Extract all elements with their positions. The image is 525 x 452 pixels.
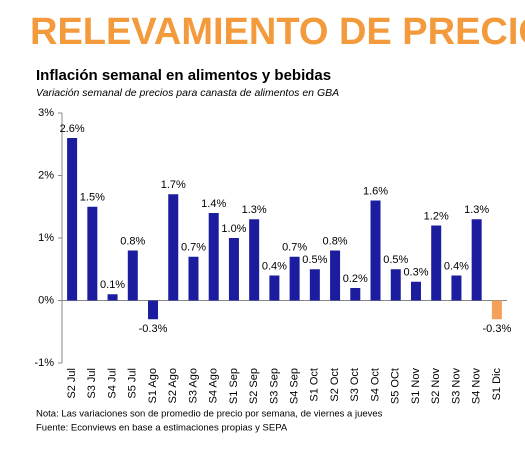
bar	[390, 269, 401, 301]
x-tick-label: S3 Jul	[86, 368, 98, 399]
value-label: 1.2%	[424, 210, 449, 222]
value-label: -0.3%	[139, 323, 168, 335]
x-tick-label: S5 OCt	[390, 368, 402, 404]
y-tick-label: 0%	[38, 294, 54, 306]
value-label: 1.3%	[242, 204, 267, 216]
value-label: 0.4%	[262, 260, 287, 272]
x-tick-label: S4 Sep	[289, 368, 301, 404]
x-tick-label: S3 Sep	[268, 368, 280, 404]
x-tick-label: S1 Nov	[410, 368, 422, 405]
y-tick-label: 1%	[38, 232, 54, 244]
bar	[491, 300, 502, 320]
x-tick-label: S4 Oct	[369, 368, 381, 402]
bar	[289, 256, 300, 301]
chart-subtitle: Variación semanal de precios para canast…	[36, 87, 339, 99]
value-label: 0.2%	[343, 273, 368, 285]
x-tick-label: S1 Ago	[147, 368, 159, 403]
value-label: 0.5%	[302, 254, 327, 266]
bar	[350, 288, 361, 301]
value-label: 1.5%	[80, 192, 105, 204]
value-label: 0.7%	[282, 242, 307, 254]
value-label: 1.0%	[221, 223, 246, 235]
x-tick-label: S4 Nov	[471, 368, 483, 405]
x-tick-label: S2 Jul	[66, 368, 78, 399]
value-label: 0.8%	[120, 235, 145, 247]
x-tick-label: S4 Ago	[208, 368, 220, 403]
value-label: 1.4%	[201, 198, 226, 210]
note: Fuente: Econviews en base a estimaciones…	[36, 423, 288, 434]
value-label: 0.4%	[444, 260, 469, 272]
value-label: 0.8%	[323, 235, 348, 247]
bar	[67, 138, 78, 301]
value-label: 2.6%	[60, 123, 85, 135]
bar	[148, 300, 159, 320]
value-label: 0.5%	[383, 254, 408, 266]
bar	[309, 269, 320, 301]
x-tick-label: S3 Ago	[187, 368, 199, 403]
bar	[451, 275, 462, 301]
bar	[127, 250, 138, 301]
y-tick-label: 2%	[38, 169, 54, 181]
note: Nota: Las variaciones son de promedio de…	[36, 409, 383, 420]
x-tick-label: S1 Dic	[491, 368, 503, 401]
y-tick-label: -1%	[34, 357, 54, 369]
bar	[471, 219, 482, 301]
bar	[410, 281, 421, 301]
value-label: 1.3%	[464, 204, 489, 216]
chart-title: Inflación semanal en alimentos y bebidas	[36, 67, 331, 84]
x-tick-label: S1 Sep	[228, 368, 240, 404]
bar	[370, 200, 381, 301]
value-label: -0.3%	[483, 323, 512, 335]
x-tick-label: S2 Nov	[430, 368, 442, 405]
value-label: 0.7%	[181, 242, 206, 254]
x-tick-label: S2 Sep	[248, 368, 260, 404]
x-tick-label: S2 Ago	[167, 368, 179, 403]
x-tick-label: S3 Oct	[349, 368, 361, 402]
x-tick-label: S3 Nov	[450, 368, 462, 405]
x-tick-label: S1 Oct	[309, 368, 321, 402]
bar	[208, 213, 219, 301]
bar	[249, 219, 260, 301]
bar	[431, 225, 442, 301]
x-tick-label: S4 Jul	[106, 368, 118, 399]
bar	[269, 275, 280, 301]
bar	[87, 206, 98, 301]
bar	[107, 294, 118, 301]
header: RELEVAMIENTO DE PRECIOS	[30, 11, 525, 53]
value-label: 0.1%	[100, 279, 125, 291]
y-tick-label: 3%	[38, 107, 54, 119]
value-label: 0.3%	[403, 267, 428, 279]
value-label: 1.7%	[161, 179, 186, 191]
bar	[228, 238, 239, 301]
value-label: 1.6%	[363, 185, 388, 197]
x-tick-label: S5 Jul	[127, 368, 139, 399]
x-tick-label: S2 Oct	[329, 368, 341, 402]
bar	[188, 256, 199, 301]
bar	[330, 250, 341, 301]
bar	[168, 194, 179, 301]
